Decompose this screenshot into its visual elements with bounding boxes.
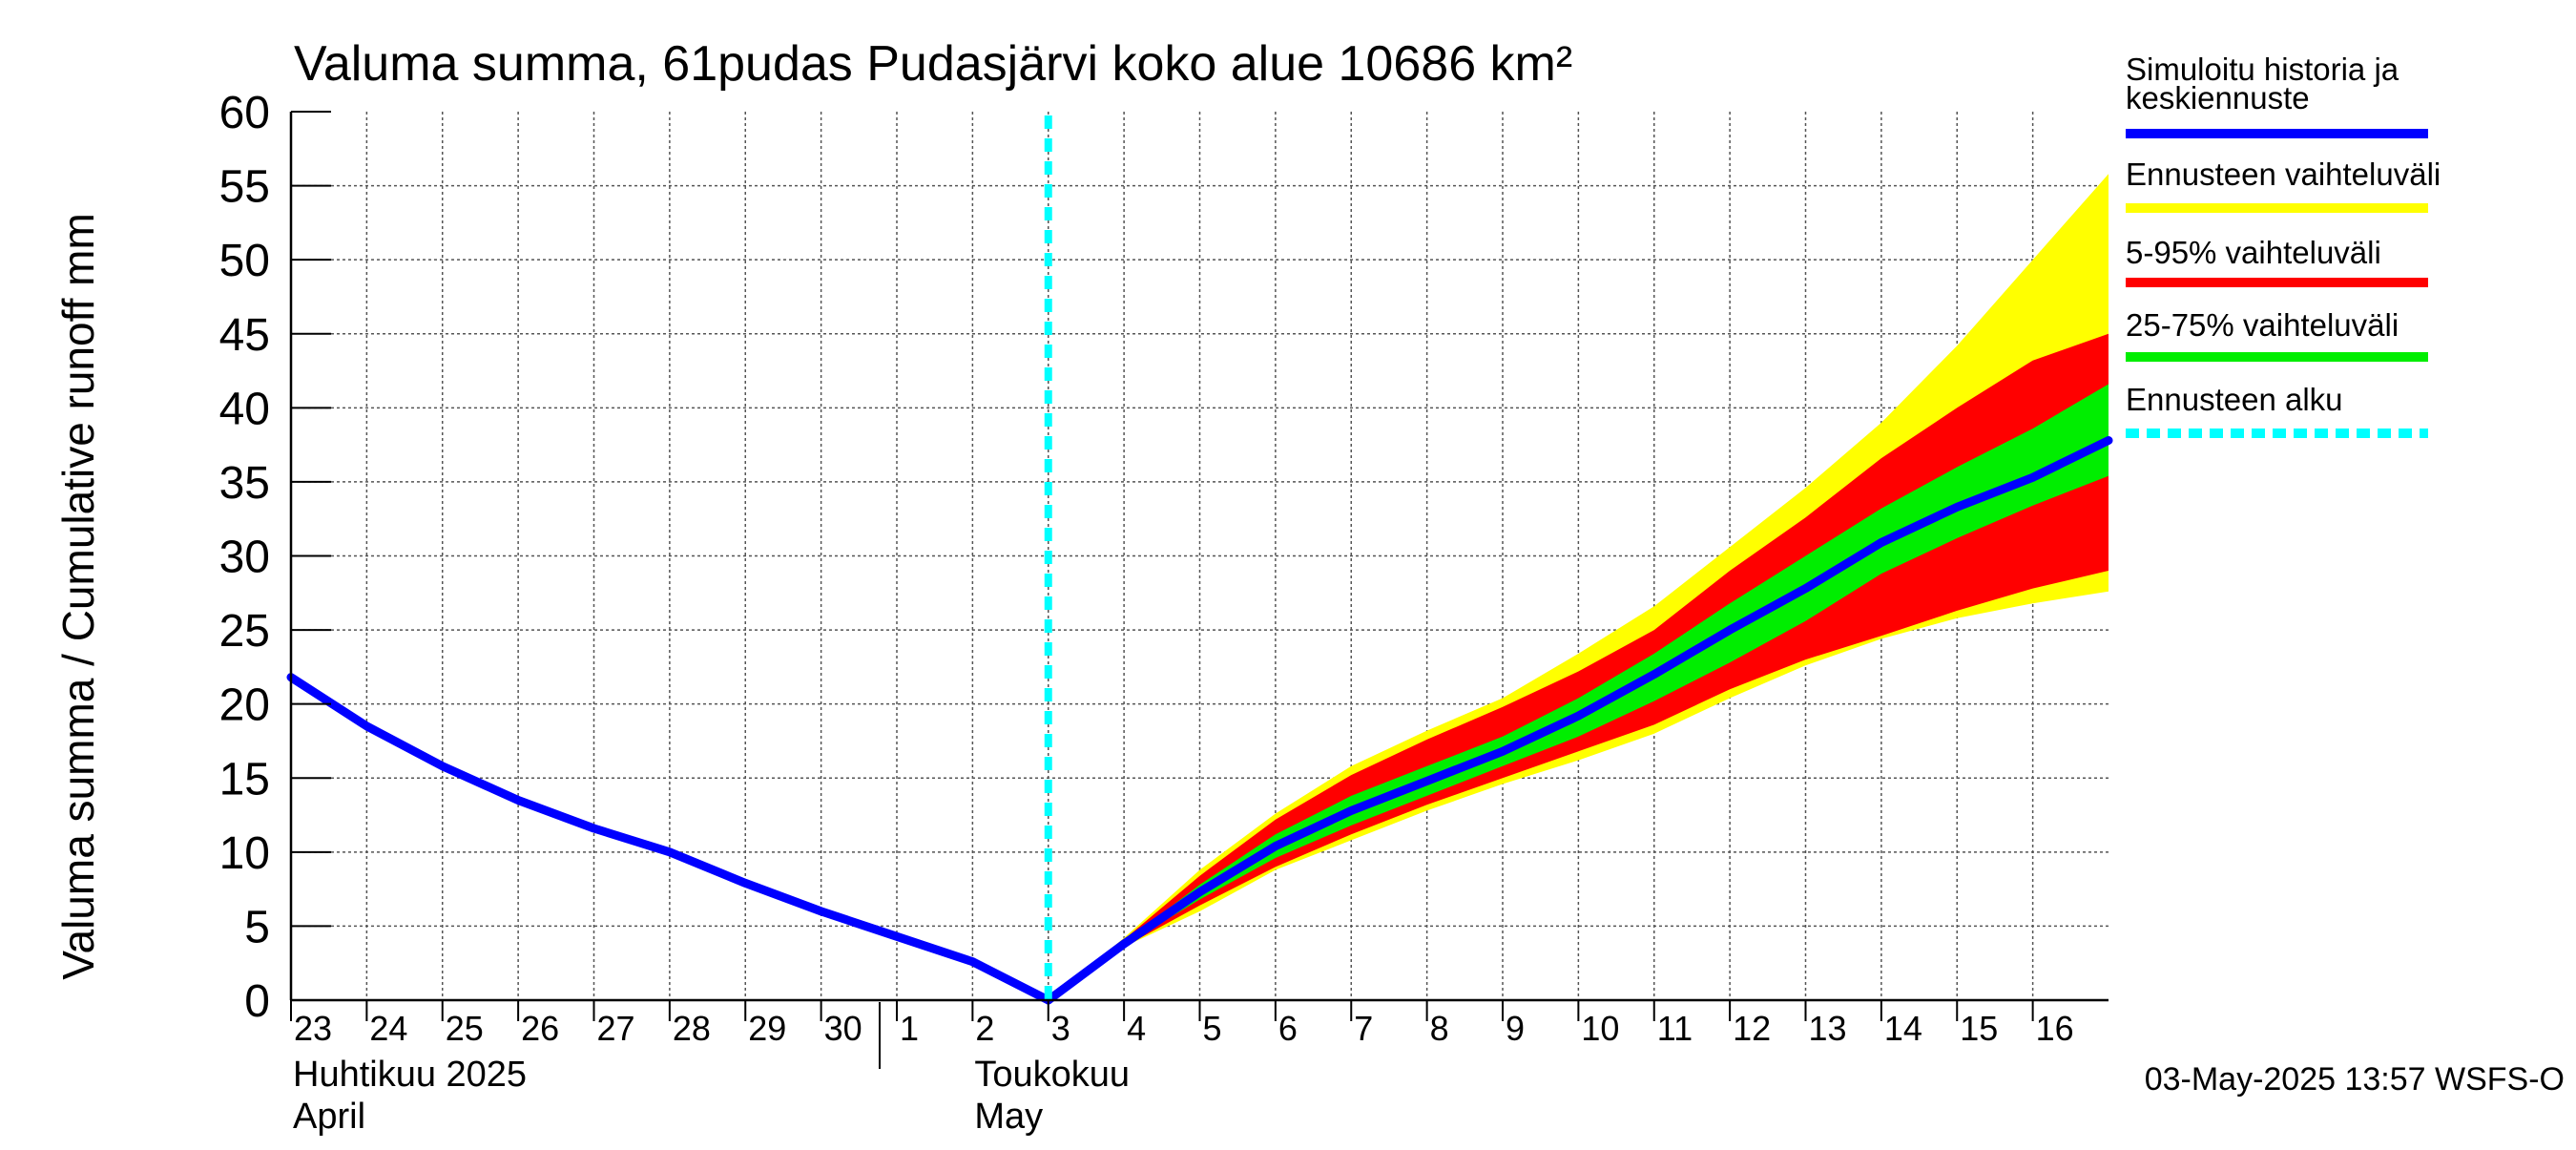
y-tick-label: 15	[219, 754, 270, 805]
line-layer	[286, 115, 2113, 1005]
x-tick-label: 29	[748, 1009, 786, 1048]
legend-label: Simuloitu historia ja	[2126, 52, 2399, 87]
legend-entry: 25-75% vaihteluväli	[2126, 307, 2428, 362]
x-tick-label: 16	[2036, 1009, 2074, 1048]
legend-label: Ennusteen alku	[2126, 382, 2343, 417]
band-25-75-vaihteluv-li	[1048, 384, 2109, 1000]
legend-entry: 5-95% vaihteluväli	[2126, 235, 2428, 287]
band-layer	[1048, 174, 2109, 1000]
median-forecast-line	[1044, 436, 2113, 1005]
x-tick-label: 3	[1051, 1009, 1070, 1048]
y-tick-label: 25	[219, 606, 270, 657]
y-tick-label: 40	[219, 384, 270, 434]
y-tick-label: 10	[219, 828, 270, 879]
x-tick-label: 4	[1127, 1009, 1146, 1048]
y-tick-label: 55	[219, 162, 270, 213]
x-tick-label: 14	[1884, 1009, 1922, 1048]
x-tick-label: 1	[900, 1009, 919, 1048]
y-tick-label: 45	[219, 310, 270, 361]
x-tick-label: 5	[1203, 1009, 1222, 1048]
footer-timestamp: 03-May-2025 13:57 WSFS-O	[2145, 1061, 2565, 1098]
x-tick-label: 9	[1506, 1009, 1525, 1048]
legend-label: Ennusteen vaihteluväli	[2126, 157, 2441, 192]
y-tick-label: 30	[219, 533, 270, 583]
legend-entry: Ennusteen alku	[2126, 382, 2428, 438]
y-tick-label: 60	[219, 88, 270, 138]
y-tick-label: 20	[219, 680, 270, 731]
x-tick-label: 6	[1278, 1009, 1298, 1048]
x-tick-label: 11	[1657, 1009, 1693, 1048]
x-tick-label: 13	[1809, 1009, 1847, 1048]
x-tick-label: 10	[1581, 1009, 1619, 1048]
x-tick-label: 2	[975, 1009, 994, 1048]
y-tick-label: 5	[244, 902, 270, 952]
x-tick-label: 27	[597, 1009, 635, 1048]
x-tick-label: 30	[824, 1009, 862, 1048]
x-tick-label: 15	[1960, 1009, 1998, 1048]
y-axis-label: Valuma summa / Cumulative runoff mm	[53, 213, 103, 980]
legend-label: 25-75% vaihteluväli	[2126, 307, 2399, 343]
x-tick-label: 25	[446, 1009, 484, 1048]
month-label-en: April	[293, 1097, 365, 1137]
month-label: Huhtikuu 2025	[293, 1055, 527, 1095]
x-tick-label: 23	[294, 1009, 332, 1048]
y-tick-label: 50	[219, 236, 270, 286]
x-tick-label: 8	[1430, 1009, 1449, 1048]
x-tick-label: 12	[1733, 1009, 1771, 1048]
chart-title: Valuma summa, 61pudas Pudasjärvi koko al…	[294, 36, 1572, 92]
band-ennusteen-vaihteluv-li	[1048, 174, 2109, 1000]
month-label: Toukokuu	[974, 1055, 1130, 1095]
legend-label: 5-95% vaihteluväli	[2126, 235, 2381, 270]
x-tick-label: 7	[1354, 1009, 1373, 1048]
legend-label-line2: keskiennuste	[2126, 80, 2310, 115]
y-tick-label: 35	[219, 458, 270, 509]
y-tick-label: 0	[244, 976, 270, 1027]
month-label-en: May	[974, 1097, 1043, 1137]
legend-entry: Ennusteen vaihteluväli	[2126, 157, 2441, 213]
history-line	[286, 673, 1053, 1005]
x-tick-label: 28	[673, 1009, 711, 1048]
x-tick-label: 26	[521, 1009, 559, 1048]
x-tick-label: 24	[369, 1009, 407, 1048]
